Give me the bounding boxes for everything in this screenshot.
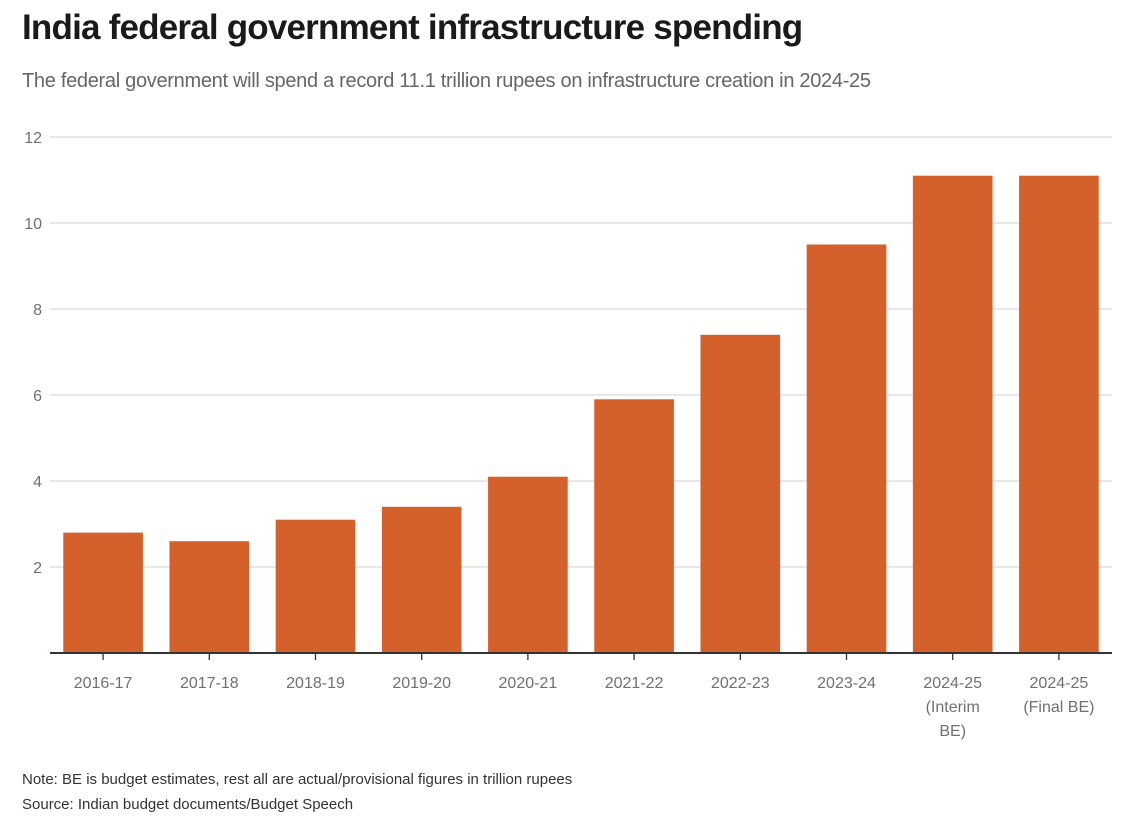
x-tick-label: 2016-17 xyxy=(74,675,133,692)
x-tick-label: 2024-25 (Interim BE) xyxy=(923,675,982,740)
bar xyxy=(700,334,781,653)
x-tick-label-line: 2018-19 xyxy=(286,675,345,692)
y-axis-ticks: 2 4 6 8 10 12 xyxy=(24,130,42,577)
x-tick-label-line: 2019-20 xyxy=(392,675,451,692)
bar xyxy=(275,519,356,653)
x-tick-label: 2024-25 (Final BE) xyxy=(1023,675,1094,716)
x-axis-labels: 2016-17 2017-18 2018-19 2019-20 2020-21 2021-… xyxy=(74,675,1095,740)
x-tick-label-line: 2024-25 xyxy=(923,675,982,692)
x-tick-label: 2019-20 xyxy=(392,675,451,692)
bar xyxy=(63,532,143,653)
bar xyxy=(594,399,674,653)
y-tick-label: 2 xyxy=(33,560,42,577)
x-tick-label-line: 2022-23 xyxy=(711,675,770,692)
bar xyxy=(1019,175,1099,653)
bars xyxy=(63,175,1099,653)
x-tick-label-line: 2024-25 xyxy=(1030,675,1089,692)
x-tick-label-line: (Final BE) xyxy=(1023,699,1094,716)
bar xyxy=(806,244,887,653)
x-tick-label: 2023-24 xyxy=(817,675,876,692)
x-tick-label-line: 2017-18 xyxy=(180,675,239,692)
footnote: Note: BE is budget estimates, rest all a… xyxy=(22,771,573,788)
bar xyxy=(381,506,462,653)
y-tick-label: 8 xyxy=(33,302,42,319)
y-tick-label: 12 xyxy=(24,130,42,147)
x-tick-label-line: 2016-17 xyxy=(74,675,133,692)
x-tick-label-line: (Interim xyxy=(926,699,980,716)
chart-subtitle: The federal government will spend a reco… xyxy=(22,70,871,92)
bar xyxy=(912,175,993,653)
x-tick-label-line: BE) xyxy=(939,723,966,740)
x-tick-label-line: 2021-22 xyxy=(605,675,664,692)
x-tick-label: 2022-23 xyxy=(711,675,770,692)
y-tick-label: 10 xyxy=(24,216,42,233)
y-tick-label: 4 xyxy=(33,474,42,491)
bar xyxy=(169,541,250,653)
x-tick-label: 2018-19 xyxy=(286,675,345,692)
bar xyxy=(488,476,568,653)
x-tick-label-line: 2023-24 xyxy=(817,675,876,692)
x-tick-label: 2017-18 xyxy=(180,675,239,692)
x-tick-label: 2020-21 xyxy=(499,675,558,692)
bar-chart: 2 4 6 8 10 12 2016-17 2017-18 2018-19 2019-20 202… xyxy=(24,130,1112,740)
x-axis xyxy=(50,652,1112,660)
chart-title: India federal government infrastructure … xyxy=(22,8,803,47)
x-tick-label: 2021-22 xyxy=(605,675,664,692)
y-tick-label: 6 xyxy=(33,388,42,405)
x-tick-label-line: 2020-21 xyxy=(499,675,558,692)
source-note: Source: Indian budget documents/Budget S… xyxy=(22,796,354,813)
